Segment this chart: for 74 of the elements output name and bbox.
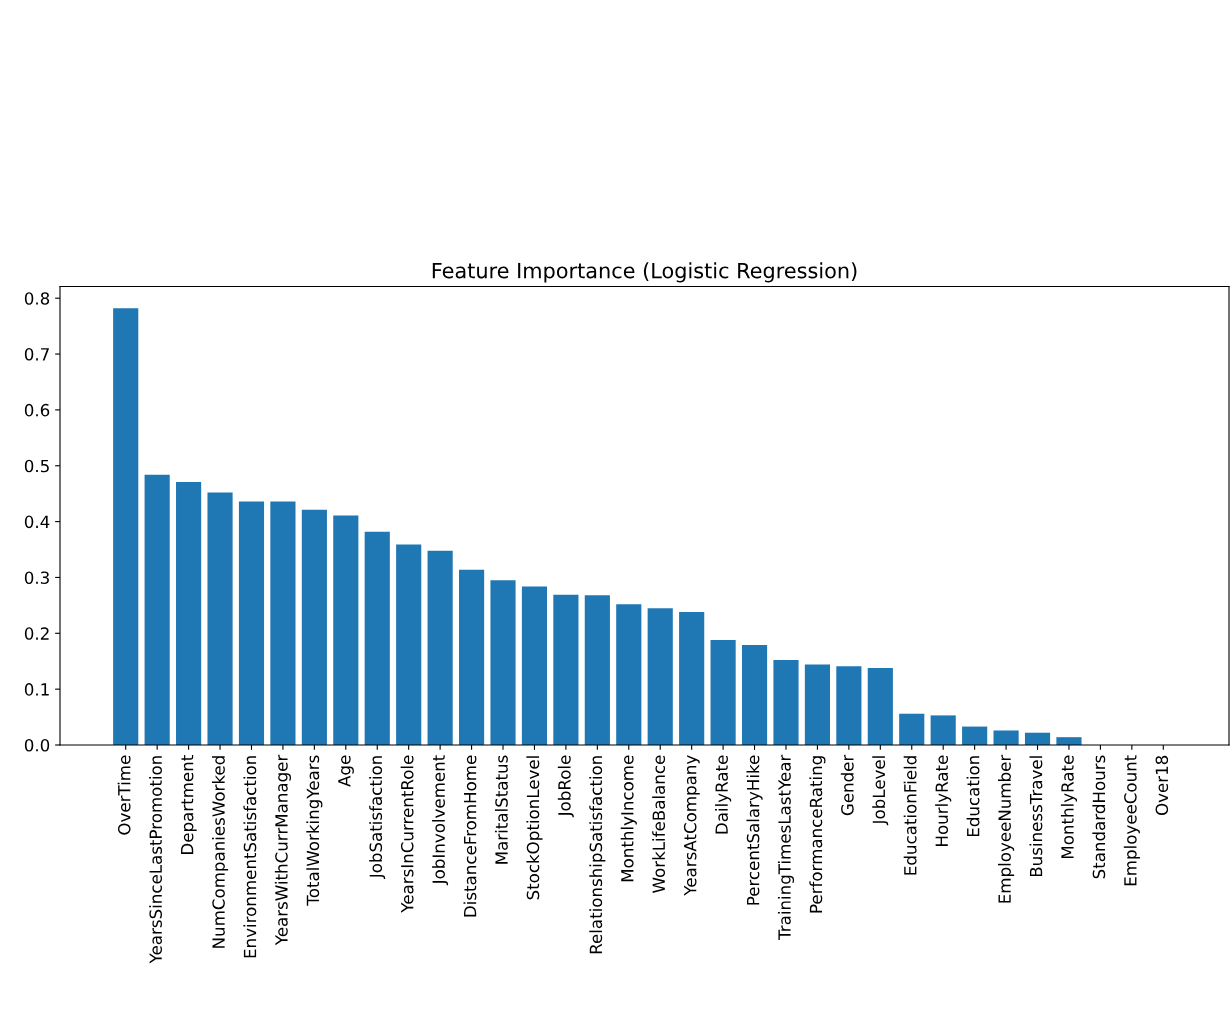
bar	[993, 730, 1019, 745]
bar	[804, 664, 831, 745]
y-tick-label: 0.2	[24, 627, 49, 640]
bar	[144, 474, 170, 745]
bar	[616, 604, 642, 745]
bar	[867, 667, 893, 745]
x-tick-label: JobLevel	[872, 756, 889, 826]
bar	[1056, 737, 1082, 745]
y-tick-label: 0.6	[24, 403, 50, 417]
bar	[333, 515, 359, 745]
bar	[962, 726, 988, 745]
bar	[836, 666, 862, 745]
y-tick-label: 0.1	[24, 683, 49, 696]
x-tick-label: MonthlyIncome	[620, 755, 637, 882]
x-tick-label: DailyRate	[715, 755, 732, 834]
x-tick-label: WorkLifeBalance	[652, 755, 666, 893]
x-tick-label: EnvironmentSatisfaction	[243, 756, 257, 958]
bar	[521, 586, 548, 745]
x-tick-label: Education	[966, 756, 980, 837]
x-tick-label: YearsWithCurrManager	[274, 754, 291, 946]
bar	[458, 569, 485, 745]
x-tick-label: MonthlyRate	[1060, 755, 1078, 859]
x-tick-label: EmployeeCount	[1123, 755, 1140, 886]
y-tick-label: 0.3	[24, 571, 49, 585]
x-tick-label: StandardHours	[1092, 755, 1106, 879]
x-tick-label: PerformanceRating	[809, 756, 826, 913]
bar	[490, 580, 516, 745]
x-tick-label: EmployeeNumber	[998, 754, 1015, 903]
bar	[301, 509, 327, 745]
bar	[647, 608, 673, 745]
bar	[113, 308, 139, 745]
x-tick-label: DistanceFromHome	[463, 755, 477, 917]
bar	[207, 492, 233, 745]
x-tick-label: JobInvolvement	[432, 755, 449, 886]
x-tick-label: StockOptionLevel	[526, 756, 543, 900]
x-tick-label: JobRole	[557, 755, 574, 818]
x-tick-label: Department	[181, 755, 197, 854]
bar	[396, 544, 422, 745]
bar	[364, 531, 390, 745]
bar	[270, 501, 296, 745]
x-tick-label: RelationshipSatisfaction	[589, 756, 606, 954]
bar	[899, 713, 925, 745]
chart-title: Feature Importance (Logistic Regression)	[432, 262, 857, 283]
bar	[584, 595, 610, 745]
x-tick-label: OverTime	[117, 755, 131, 835]
x-tick-label: TotalWorkingYears	[306, 755, 323, 906]
x-tick-label: Over18	[1155, 755, 1169, 816]
x-tick-label: JobSatisfaction	[369, 756, 386, 880]
bar	[741, 645, 768, 745]
x-tick-label: YearsSinceLastPromotion	[149, 756, 162, 964]
y-tick-label: 0.4	[24, 515, 50, 529]
x-tick-label: HourlyRate	[935, 755, 952, 846]
x-tick-label: NumCompaniesWorked	[211, 756, 229, 948]
bar	[176, 481, 202, 745]
x-tick-label: EducationField	[903, 756, 917, 875]
x-tick-label: Gender	[840, 754, 854, 816]
y-tick-label: 0.0	[24, 738, 50, 752]
y-tick-label: 0.5	[24, 459, 49, 473]
y-tick-label: 0.8	[24, 292, 50, 305]
bar	[710, 640, 736, 745]
bar	[238, 501, 265, 745]
x-tick-label: PercentSalaryHike	[746, 755, 763, 905]
bar	[427, 550, 453, 745]
bar	[930, 715, 956, 745]
x-tick-label: MaritalStatus	[494, 755, 508, 864]
bar	[773, 660, 799, 745]
x-tick-label: TrainingTimesLastYear	[777, 754, 795, 940]
x-tick-label: YearsAtCompany	[683, 755, 700, 896]
bar	[553, 594, 579, 745]
bar	[679, 612, 705, 745]
y-tick-label: 0.7	[24, 348, 49, 361]
x-tick-label: Age	[338, 755, 354, 787]
x-tick-label: BusinessTravel	[1029, 756, 1043, 877]
x-tick-label: YearsInCurrentRole	[400, 755, 414, 913]
